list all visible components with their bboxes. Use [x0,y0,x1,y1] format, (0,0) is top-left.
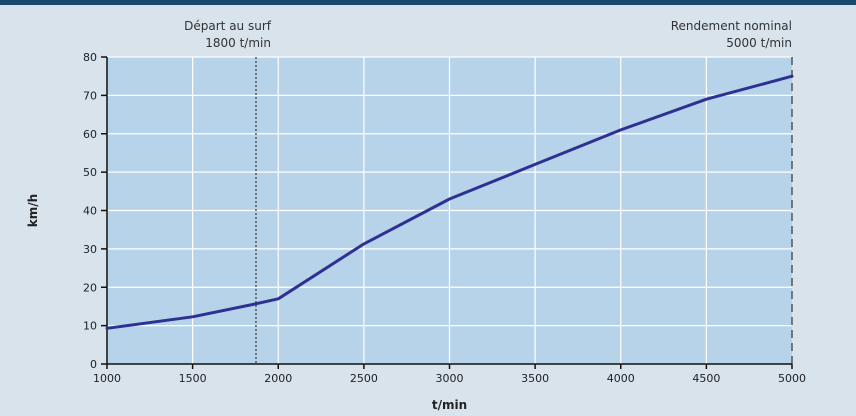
x-axis-label: t/min [432,398,467,412]
annotation-nominal-title: Rendement nominal [671,19,792,33]
x-tick-label: 1500 [179,372,207,385]
y-axis-label: km/h [26,194,40,227]
annotation-surf-value: 1800 t/min [205,36,271,50]
y-tick-label: 30 [83,243,97,256]
annotation-nominal-value: 5000 t/min [726,36,792,50]
grid [107,56,792,364]
y-tick-labels: 0 10 20 30 40 50 60 70 80 [83,51,97,371]
series [105,74,794,330]
y-tick-label: 70 [83,89,97,102]
annotation-lines [255,57,793,364]
axes [101,56,793,369]
x-tick-label: 3000 [436,372,464,385]
annotation-surf-title: Départ au surf [184,19,272,33]
x-tick-label: 5000 [778,372,806,385]
x-tick-label: 1000 [93,372,121,385]
x-tick-label: 2500 [350,372,378,385]
series-line [105,74,794,330]
y-tick-label: 50 [83,166,97,179]
y-tick-label: 40 [83,205,97,218]
y-tick-label: 60 [83,128,97,141]
x-tick-labels: 1000 1500 2000 2500 3000 3500 4000 4500 5000 [93,372,806,385]
x-tick-label: 2000 [264,372,292,385]
y-tick-label: 10 [83,320,97,333]
y-tick-label: 0 [90,358,97,371]
x-tick-label: 4000 [607,372,635,385]
header-bar [0,0,856,5]
y-tick-label: 80 [83,51,97,64]
y-tick-label: 20 [83,281,97,294]
x-tick-label: 4500 [692,372,720,385]
x-tick-label: 3500 [521,372,549,385]
